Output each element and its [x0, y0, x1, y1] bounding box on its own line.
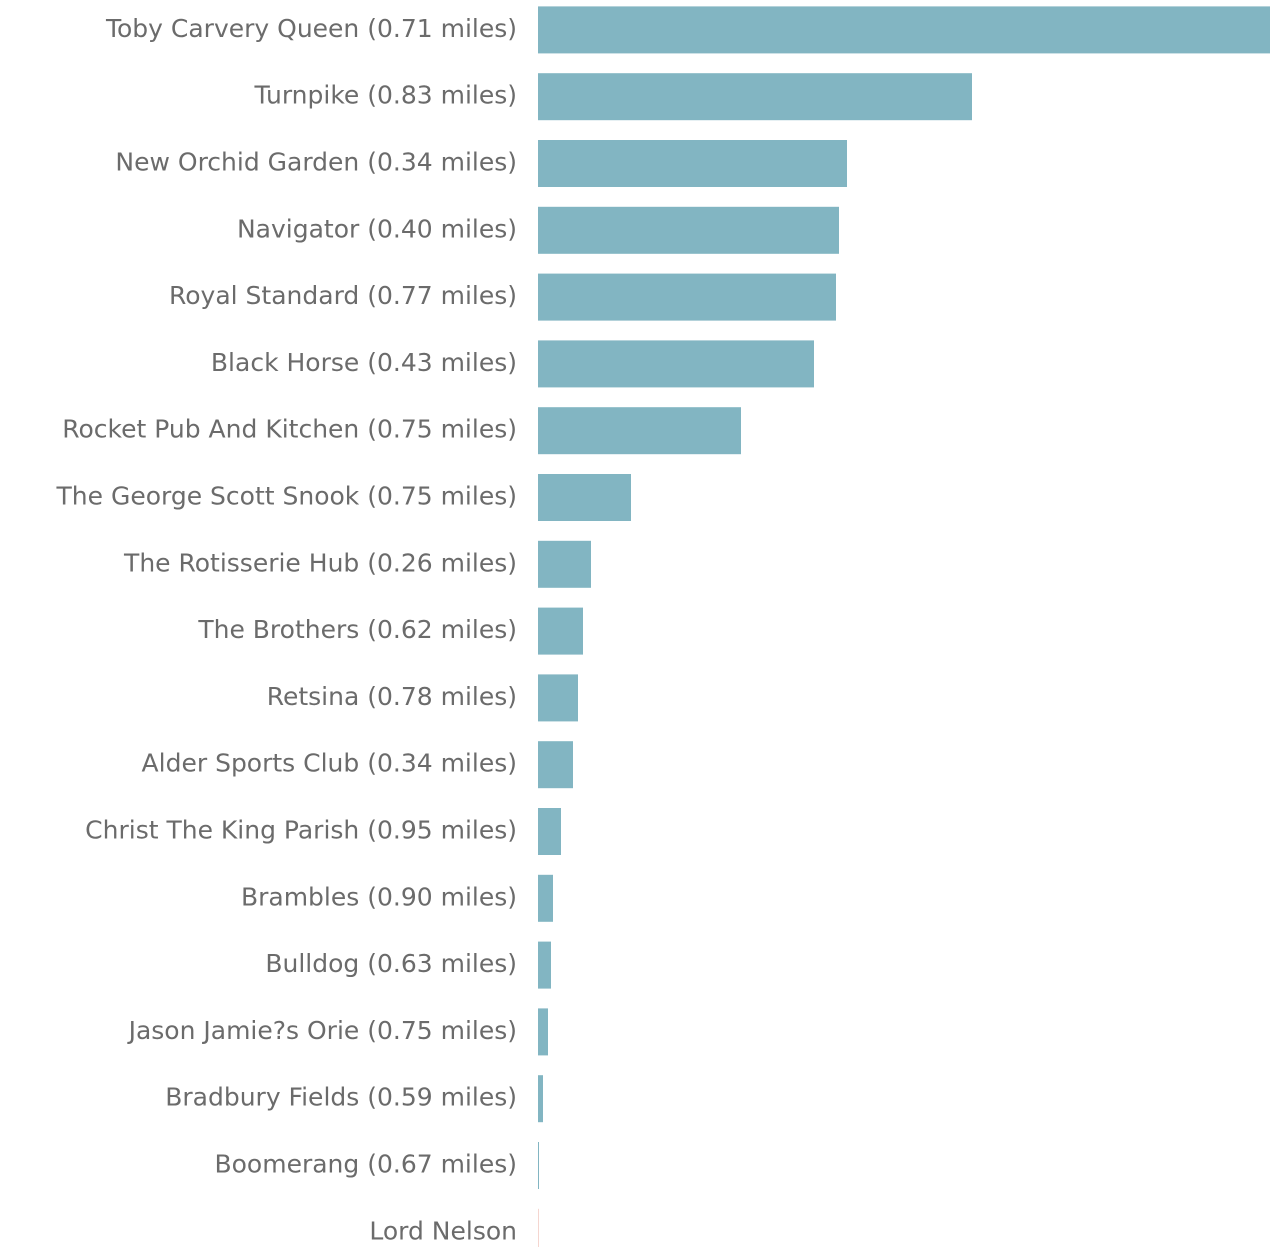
category-label: New Orchid Garden (0.34 miles) [115, 148, 517, 177]
category-label: Jason Jamie?s Orie (0.75 miles) [127, 1016, 517, 1045]
bar [538, 1208, 539, 1247]
category-label: Rocket Pub And Kitchen (0.75 miles) [62, 415, 517, 444]
category-label: Black Horse (0.43 miles) [211, 348, 517, 377]
category-label: The George Scott Snook (0.75 miles) [56, 482, 518, 511]
bar [538, 206, 839, 254]
bar [538, 674, 578, 722]
bar [538, 140, 847, 187]
category-label: Lord Nelson [369, 1216, 517, 1245]
bar [538, 1075, 543, 1123]
category-label: Boomerang (0.67 miles) [214, 1150, 517, 1179]
bar [538, 273, 836, 321]
bar [538, 808, 561, 855]
category-label: The Rotisserie Hub (0.26 miles) [123, 548, 517, 577]
bar [538, 874, 553, 922]
category-label: Alder Sports Club (0.34 miles) [142, 749, 517, 778]
bar [538, 941, 551, 989]
bar [538, 607, 583, 655]
category-label: Christ The King Parish (0.95 miles) [85, 816, 517, 845]
bar [538, 474, 631, 521]
bar [538, 741, 573, 789]
category-label: Turnpike (0.83 miles) [254, 81, 518, 110]
bar [538, 1142, 539, 1189]
bar [538, 540, 591, 588]
bar [538, 340, 814, 388]
category-label: Retsina (0.78 miles) [267, 682, 517, 711]
category-label: Toby Carvery Queen (0.71 miles) [105, 14, 517, 43]
bar [538, 73, 972, 121]
category-label: Brambles (0.90 miles) [241, 882, 517, 911]
bar [538, 407, 741, 455]
category-label: Royal Standard (0.77 miles) [169, 281, 517, 310]
category-label: Bradbury Fields (0.59 miles) [165, 1083, 517, 1112]
category-label: Navigator (0.40 miles) [237, 214, 517, 243]
category-label: The Brothers (0.62 miles) [197, 615, 517, 644]
category-label: Bulldog (0.63 miles) [265, 949, 517, 978]
bar [538, 6, 1270, 54]
bar [538, 1008, 548, 1056]
